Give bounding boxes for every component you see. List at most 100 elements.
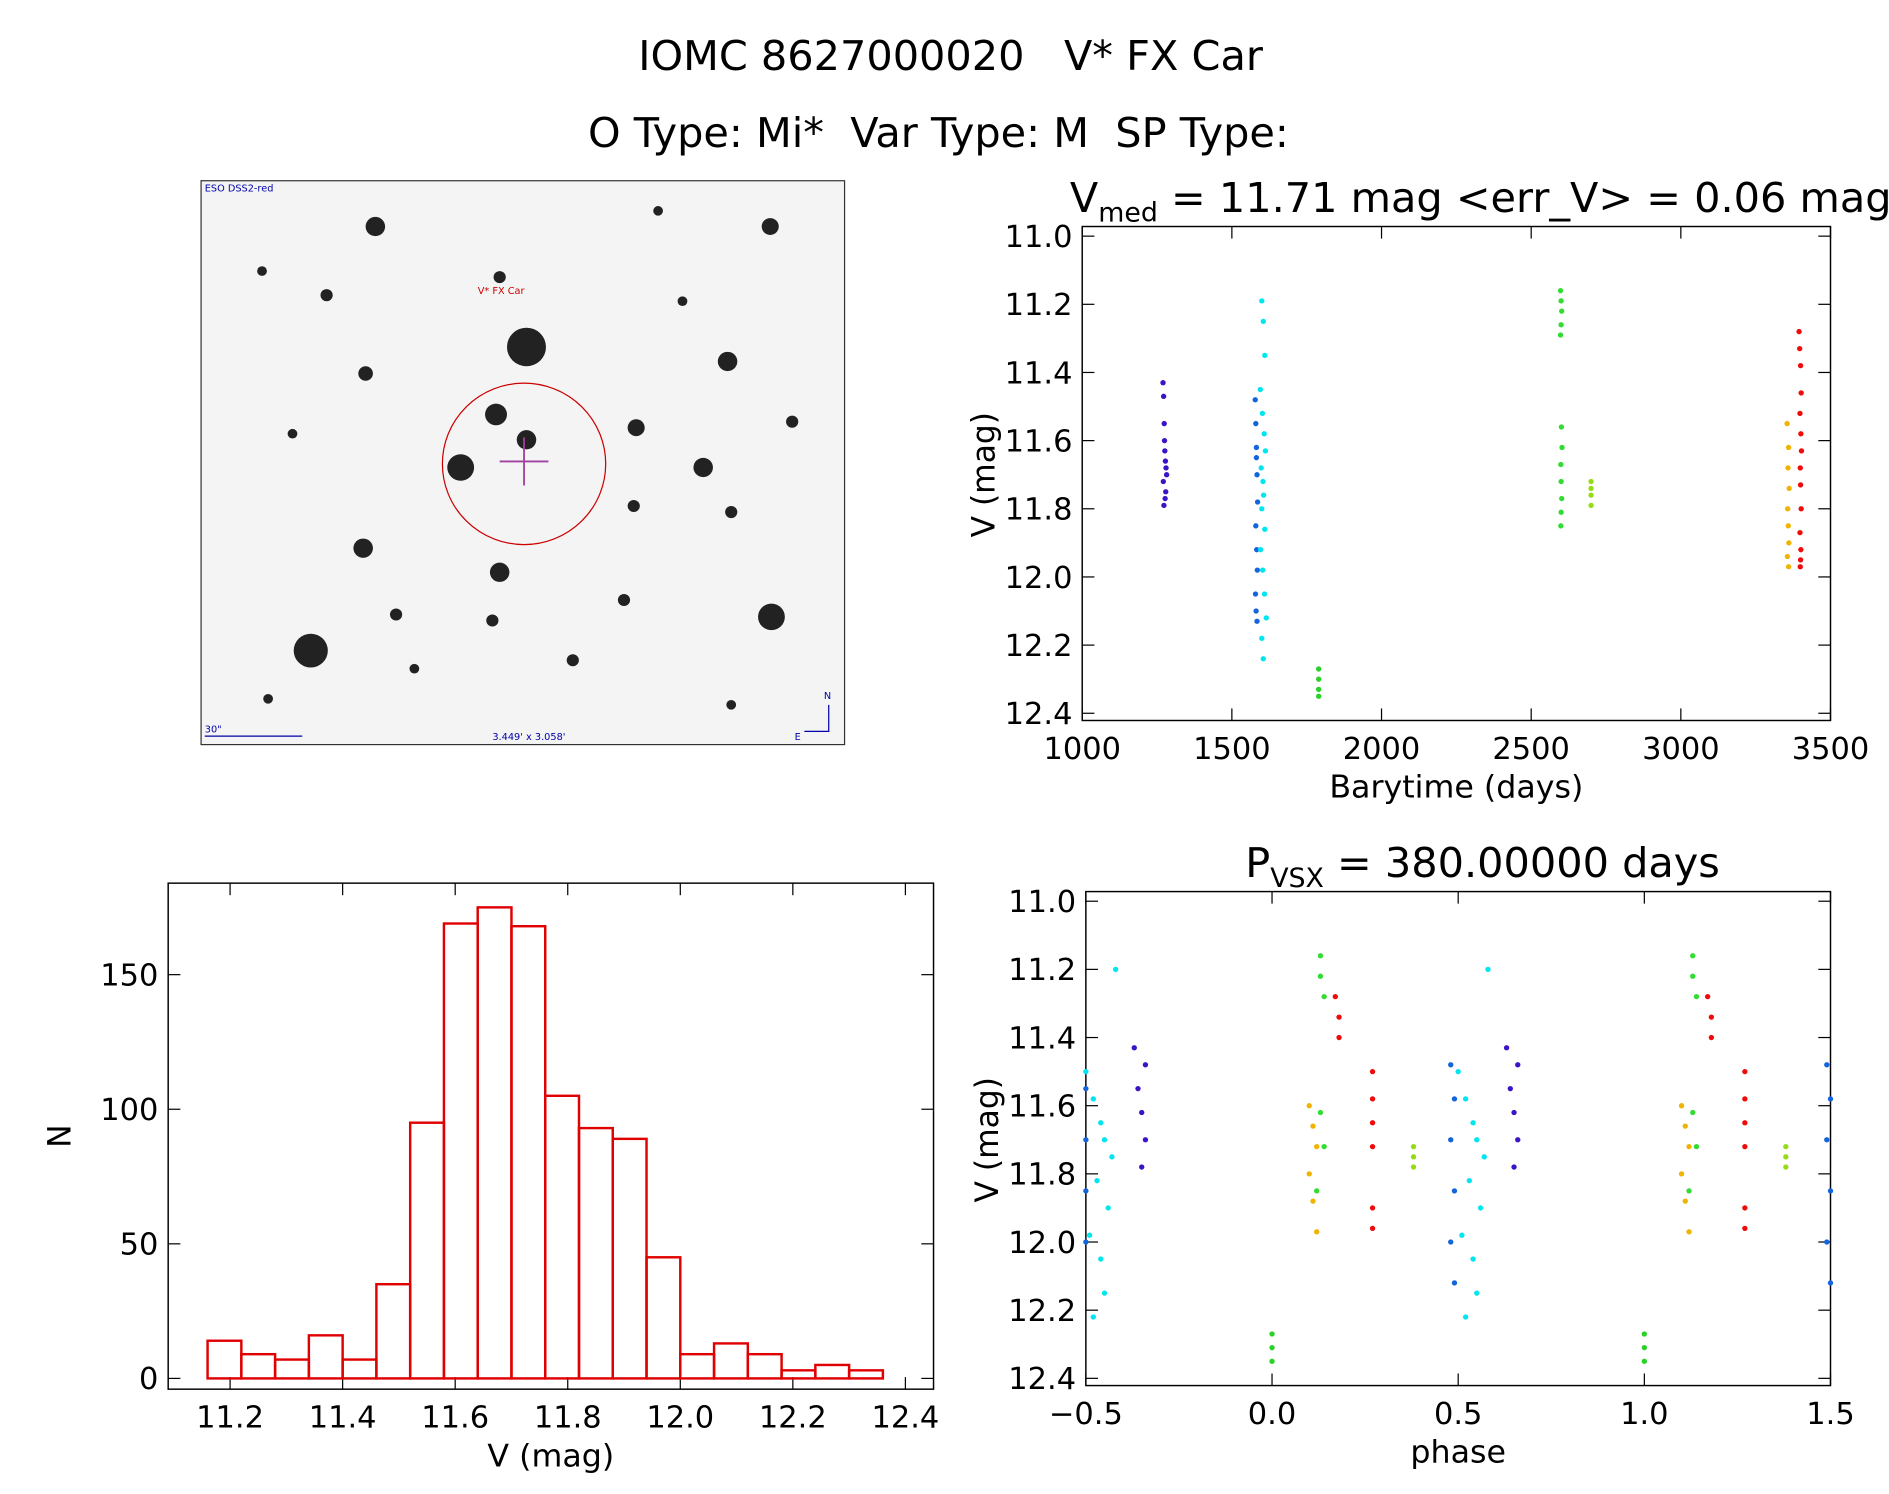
y-tick-label: 0 — [139, 1362, 158, 1397]
data-point — [1109, 1154, 1115, 1160]
data-point — [1083, 1188, 1089, 1194]
data-point — [1557, 332, 1564, 338]
data-point — [1112, 966, 1119, 973]
histogram-bar — [544, 1094, 581, 1380]
data-point — [1515, 1137, 1521, 1143]
y-tick-label: 12.2 — [1008, 1294, 1076, 1329]
data-point — [1784, 553, 1791, 560]
data-point — [1090, 1096, 1096, 1102]
plot-frame — [1081, 225, 1832, 722]
data-point — [1253, 444, 1260, 451]
data-point — [1678, 1171, 1685, 1177]
data-point — [1455, 1068, 1461, 1075]
data-point — [1462, 1314, 1469, 1320]
data-point — [1306, 1103, 1312, 1109]
data-point — [1254, 499, 1261, 505]
data-point — [1259, 635, 1265, 641]
data-point — [1798, 431, 1804, 437]
y-tick-label: 11.4 — [1005, 356, 1073, 391]
data-point — [1336, 1034, 1342, 1041]
data-point — [1827, 1280, 1834, 1286]
data-point — [1161, 502, 1167, 509]
data-point — [1785, 465, 1791, 471]
y-tick-label: 11.8 — [1008, 1158, 1076, 1193]
y-tick-label: 12.4 — [1008, 1362, 1076, 1397]
crosshair — [499, 437, 549, 486]
data-point — [1559, 444, 1565, 451]
data-point — [1321, 993, 1327, 1000]
compass — [804, 704, 830, 732]
data-point — [1369, 1143, 1376, 1150]
data-point — [1827, 1188, 1834, 1194]
data-point — [1690, 953, 1696, 959]
data-point — [1142, 1137, 1149, 1143]
data-point — [1090, 1314, 1096, 1320]
data-point — [1098, 1256, 1104, 1262]
y-tick-label: 150 — [100, 959, 158, 994]
data-point — [1641, 1358, 1648, 1364]
data-point — [1259, 410, 1266, 417]
x-tick-label: 12.2 — [759, 1401, 827, 1436]
data-point — [1257, 386, 1263, 393]
data-point — [1252, 397, 1258, 403]
data-point — [1258, 465, 1264, 471]
title-part: VSX — [1270, 863, 1324, 894]
x-tick-label: 0.0 — [1248, 1397, 1296, 1432]
data-point — [1797, 482, 1804, 488]
x-axis-label: phase — [1410, 1435, 1506, 1471]
data-point — [1317, 973, 1324, 979]
data-point — [1262, 526, 1268, 532]
data-point — [1742, 1068, 1748, 1075]
x-tick-label: 11.8 — [534, 1401, 602, 1436]
x-tick-label: −0.5 — [1049, 1397, 1123, 1432]
y-tick-label: 11.6 — [1008, 1090, 1076, 1125]
data-point — [1558, 322, 1564, 328]
data-point — [1785, 444, 1792, 451]
stars — [257, 206, 799, 710]
y-tick-label: 12.0 — [1008, 1226, 1076, 1261]
y-axis-label: V (mag) — [970, 1077, 1006, 1202]
data-point — [1558, 523, 1564, 529]
data-point — [1162, 495, 1168, 502]
data-point — [1163, 465, 1169, 471]
data-point — [1690, 973, 1696, 979]
chart-title: Vmed = 11.71 mag <err_V> = 0.06 mag — [1070, 174, 1889, 228]
data-point — [1254, 472, 1260, 478]
data-point — [1260, 567, 1266, 573]
data-point — [1253, 608, 1259, 614]
data-point — [1369, 1120, 1376, 1126]
data-point — [1252, 591, 1259, 597]
data-point — [1466, 1178, 1473, 1184]
data-point — [1448, 1239, 1454, 1245]
y-tick-label: 11.0 — [1005, 220, 1073, 255]
data-point — [1310, 1198, 1316, 1204]
y-tick-label: 11.2 — [1008, 953, 1076, 988]
data-point — [1160, 380, 1166, 386]
data-point — [1462, 1096, 1469, 1102]
data-point — [1451, 1096, 1458, 1102]
x-axis-label: V (mag) — [487, 1438, 614, 1474]
data-point — [1259, 298, 1265, 304]
data-point — [1693, 1143, 1700, 1150]
data-point — [1797, 465, 1803, 471]
data-point — [1317, 1109, 1324, 1116]
data-point — [1588, 492, 1594, 498]
data-point — [1254, 618, 1260, 624]
data-point — [1163, 489, 1169, 495]
histogram-bar — [341, 1358, 378, 1380]
data-point — [1257, 547, 1264, 553]
y-tick-label: 11.4 — [1008, 1022, 1076, 1057]
data-point — [1094, 1178, 1100, 1184]
data-point — [1369, 1096, 1376, 1102]
data-point — [1263, 615, 1269, 621]
title-part: V — [1070, 174, 1098, 222]
sky-image: ESO DSS2-red V* FX Car 30" 3.449' x 3.05… — [200, 180, 846, 746]
target-label: V* FX Car — [478, 286, 525, 297]
histogram-bar — [645, 1256, 682, 1380]
title-part: = 11.71 mag <err_V> = 0.06 mag — [1158, 174, 1889, 222]
data-point — [1704, 993, 1711, 1000]
data-point — [1142, 1062, 1149, 1068]
x-tick-label: 11.6 — [421, 1401, 489, 1436]
